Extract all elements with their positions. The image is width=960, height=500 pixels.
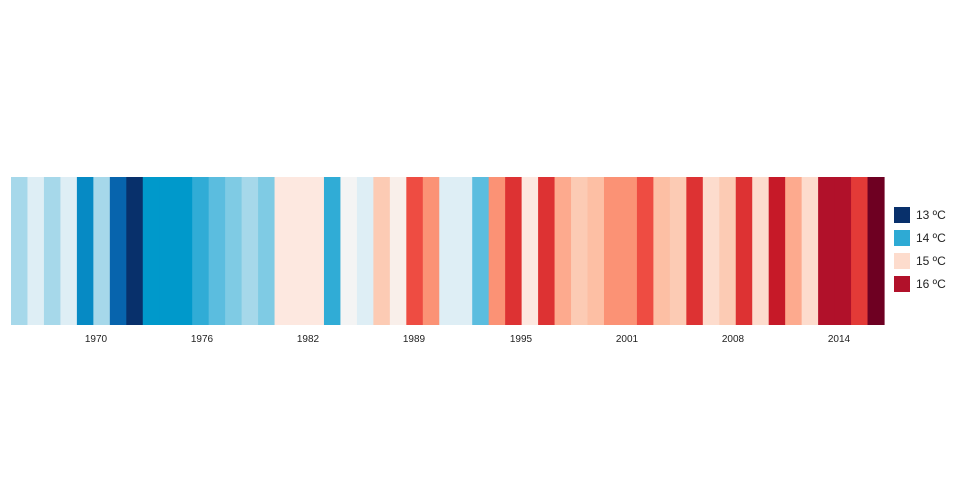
stripe bbox=[785, 177, 803, 325]
stripe bbox=[653, 177, 671, 325]
stripe bbox=[274, 177, 292, 325]
stripe bbox=[735, 177, 753, 325]
stripe bbox=[867, 177, 885, 325]
legend-label: 13 ºC bbox=[916, 208, 946, 222]
stripe bbox=[834, 177, 852, 325]
stripe bbox=[60, 177, 78, 325]
stripe bbox=[406, 177, 424, 325]
stripe bbox=[175, 177, 193, 325]
x-tick-label: 1970 bbox=[85, 334, 108, 345]
x-tick-label: 2001 bbox=[616, 334, 639, 345]
stripe bbox=[620, 177, 638, 325]
stripe bbox=[818, 177, 836, 325]
stripe bbox=[603, 177, 622, 325]
stripe bbox=[27, 177, 45, 325]
stripe bbox=[76, 177, 94, 325]
stripes-plot-area bbox=[11, 177, 885, 325]
stripe bbox=[208, 177, 226, 325]
x-tick-label: 1982 bbox=[297, 334, 320, 345]
stripe bbox=[356, 177, 374, 325]
stripe bbox=[505, 177, 523, 325]
stripe bbox=[801, 177, 819, 325]
legend: 13 ºC 14 ºC 15 ºC 16 ºC bbox=[894, 207, 946, 292]
stripe bbox=[225, 177, 243, 325]
x-tick-label: 1989 bbox=[403, 334, 426, 345]
stripe bbox=[571, 177, 589, 325]
stripe bbox=[538, 177, 556, 325]
stripe bbox=[439, 177, 457, 325]
stripe bbox=[142, 177, 160, 325]
x-axis-tick-labels: 1970 1976 1982 1989 1995 2001 2008 2014 bbox=[85, 334, 851, 345]
stripe bbox=[258, 177, 276, 325]
stripe bbox=[521, 177, 539, 325]
x-tick-label: 2014 bbox=[828, 334, 851, 345]
stripe bbox=[43, 177, 62, 325]
x-tick-label: 1995 bbox=[510, 334, 533, 345]
legend-label: 14 ºC bbox=[916, 231, 946, 245]
stripe bbox=[587, 177, 605, 325]
stripe bbox=[719, 177, 737, 325]
legend-swatch bbox=[894, 253, 910, 269]
stripe bbox=[291, 177, 309, 325]
legend-swatch bbox=[894, 230, 910, 246]
legend-swatch bbox=[894, 207, 910, 223]
stripe bbox=[422, 177, 440, 325]
stripe bbox=[851, 177, 869, 325]
legend-label: 16 ºC bbox=[916, 277, 946, 291]
stripe bbox=[768, 177, 786, 325]
stripe bbox=[93, 177, 111, 325]
stripe bbox=[389, 177, 407, 325]
stripe bbox=[340, 177, 358, 325]
stripe bbox=[126, 177, 144, 325]
stripe bbox=[192, 177, 210, 325]
stripe bbox=[307, 177, 325, 325]
stripe bbox=[472, 177, 490, 325]
stripe bbox=[752, 177, 770, 325]
stripe bbox=[455, 177, 473, 325]
stripe bbox=[554, 177, 572, 325]
stripe bbox=[669, 177, 687, 325]
stripe bbox=[686, 177, 704, 325]
stripe bbox=[702, 177, 720, 325]
stripe bbox=[11, 177, 29, 325]
stripe bbox=[323, 177, 342, 325]
stripe bbox=[159, 177, 177, 325]
stripe bbox=[241, 177, 259, 325]
legend-label: 15 ºC bbox=[916, 254, 946, 268]
stripe bbox=[636, 177, 654, 325]
x-tick-label: 2008 bbox=[722, 334, 745, 345]
legend-swatch bbox=[894, 276, 910, 292]
x-tick-label: 1976 bbox=[191, 334, 214, 345]
stripe bbox=[109, 177, 127, 325]
stripe bbox=[373, 177, 391, 325]
stripe bbox=[488, 177, 506, 325]
